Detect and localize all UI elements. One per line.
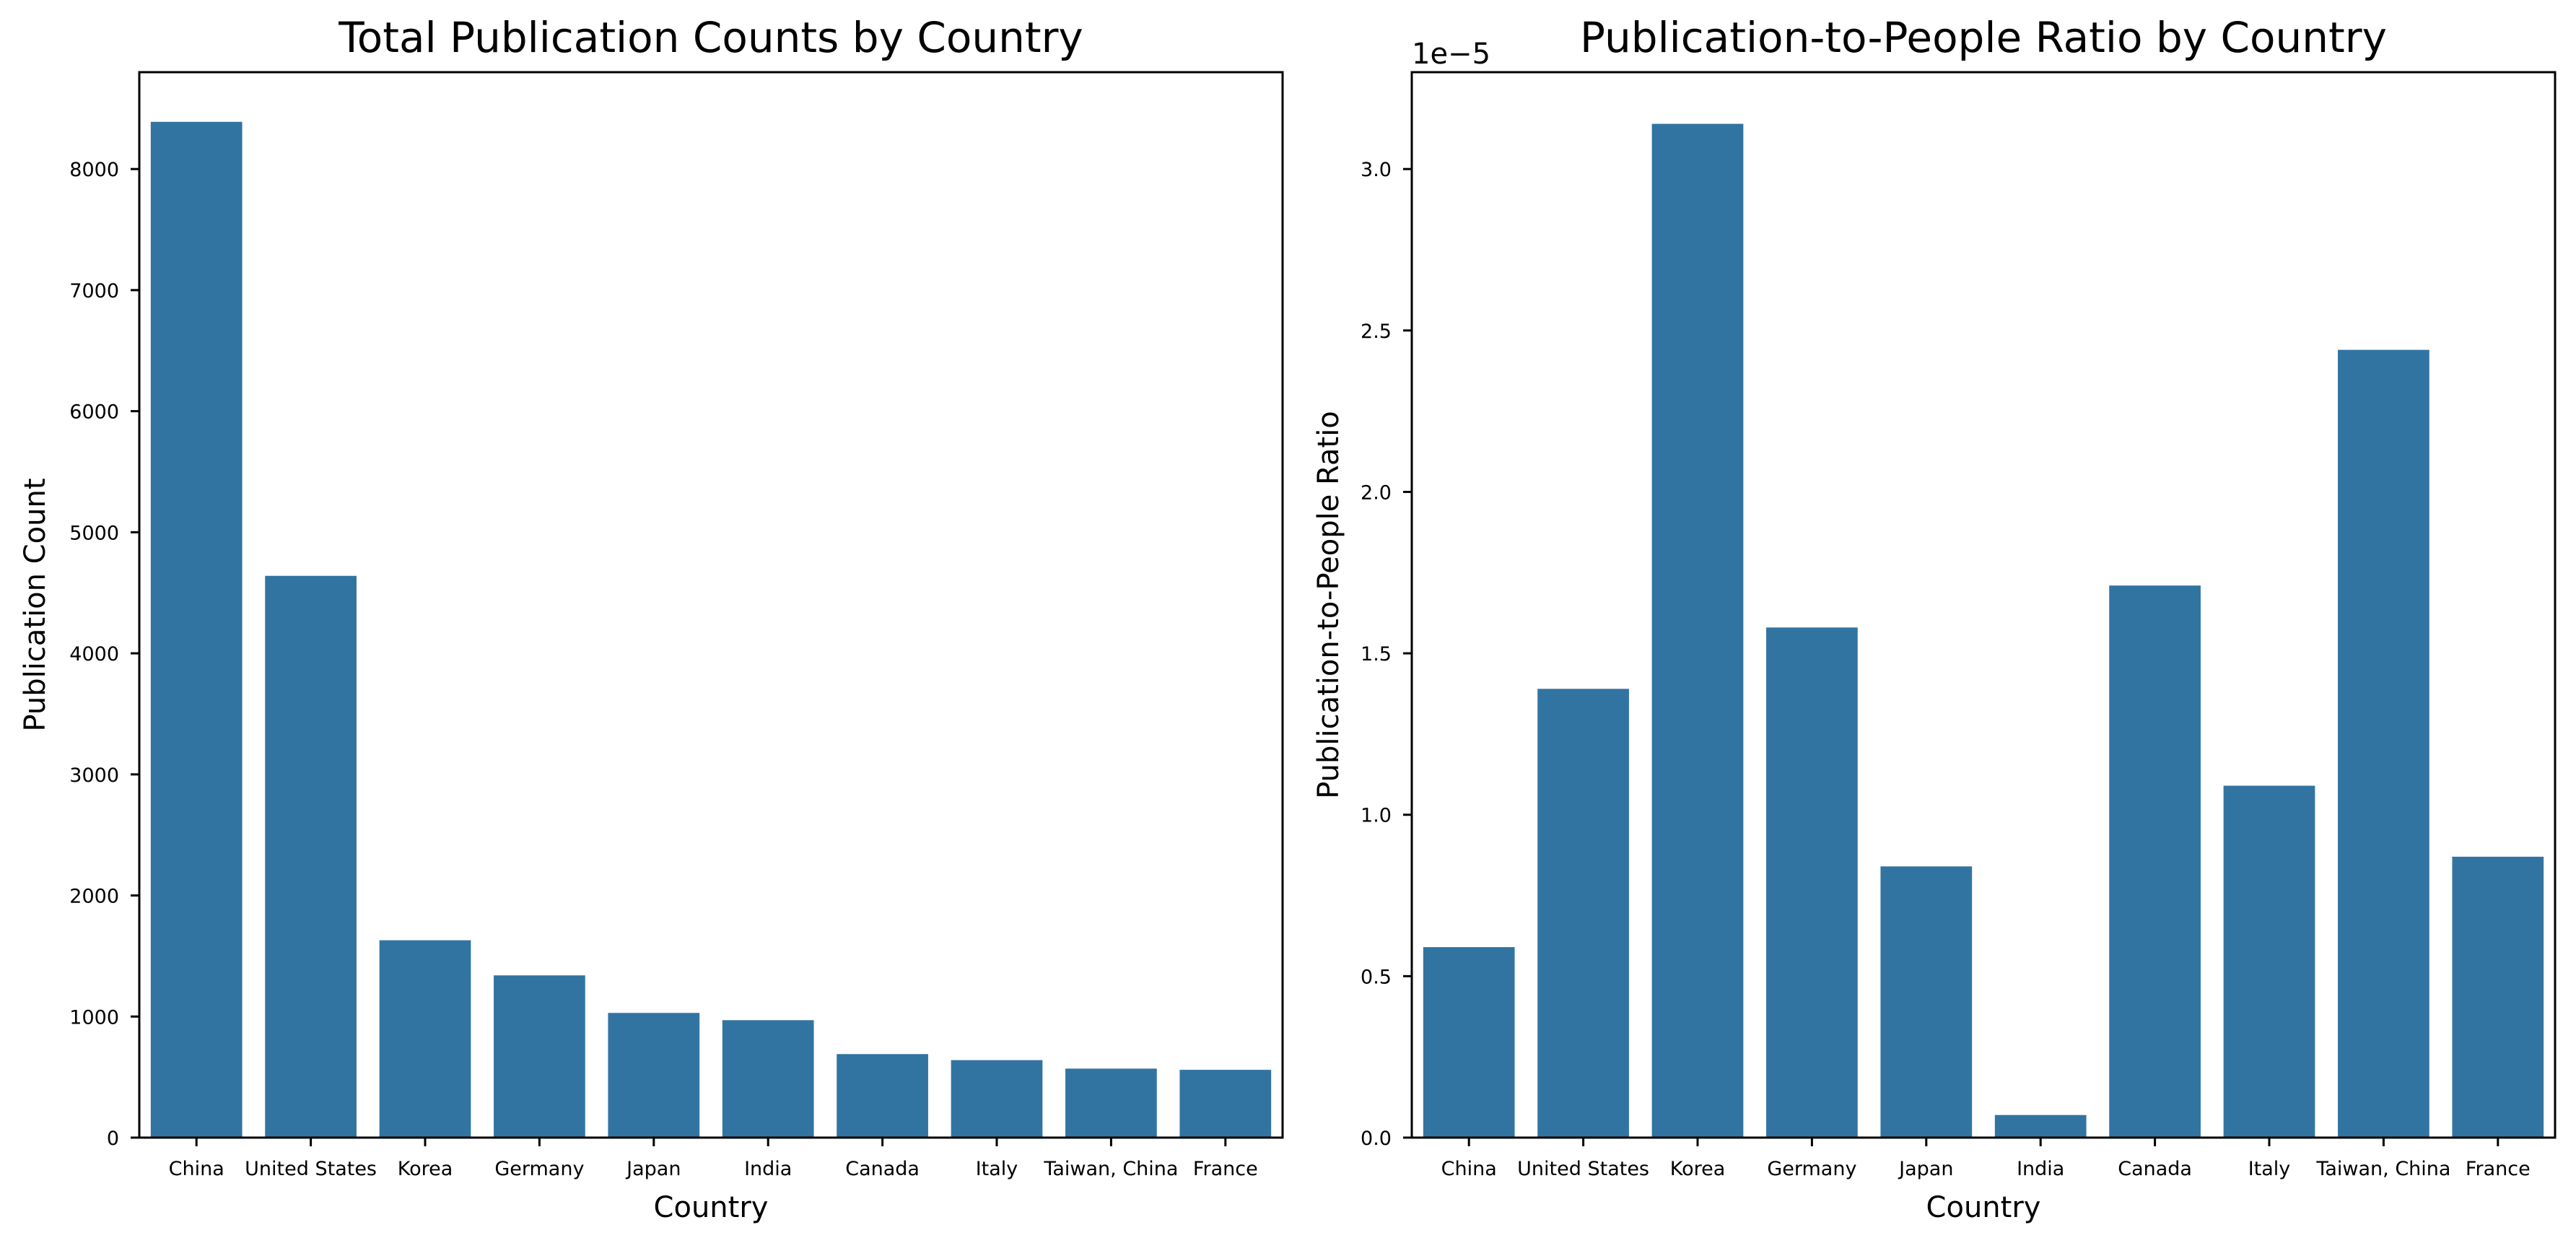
bar-0-4	[608, 1013, 700, 1138]
bar-1-5	[1994, 1115, 2087, 1138]
bar-1-3	[1766, 627, 1858, 1138]
bar-1-6	[2109, 585, 2201, 1138]
x-tick-label-0-3: Germany	[494, 1158, 584, 1180]
x-tick-label-0-9: France	[1193, 1158, 1258, 1180]
x-tick-label-1-2: Korea	[1670, 1158, 1726, 1180]
y-tick-label-0-3: 3000	[69, 764, 119, 787]
x-axis-label-1: Country	[1926, 1191, 2041, 1224]
bar-0-5	[722, 1020, 814, 1138]
bar-1-8	[2338, 349, 2429, 1138]
y-axis-label-0: Publication Count	[19, 478, 52, 731]
y-tick-label-0-6: 6000	[69, 401, 119, 424]
y-tick-label-1-0: 0.0	[1361, 1128, 1392, 1150]
x-tick-label-0-2: Korea	[398, 1158, 453, 1180]
y-tick-label-1-1: 0.5	[1361, 966, 1392, 988]
bar-1-7	[2223, 785, 2315, 1138]
y-tick-label-1-5: 2.5	[1361, 320, 1392, 343]
bar-1-1	[1537, 689, 1629, 1138]
bar-1-9	[2452, 856, 2544, 1138]
y-tick-label-1-3: 1.5	[1361, 643, 1392, 666]
bar-0-0	[150, 121, 243, 1138]
x-tick-label-1-1: United States	[1517, 1158, 1649, 1180]
bar-0-1	[265, 575, 357, 1138]
x-tick-label-0-1: United States	[245, 1158, 377, 1180]
chart-title-1: Publication-to-People Ratio by Country	[1580, 13, 2387, 62]
bar-1-2	[1651, 123, 1744, 1138]
y-tick-label-1-6: 3.0	[1361, 159, 1392, 181]
bar-0-8	[1065, 1068, 1157, 1138]
y-tick-label-0-8: 8000	[69, 159, 119, 181]
y-tick-label-1-2: 1.0	[1361, 805, 1392, 827]
bar-0-3	[494, 975, 585, 1138]
y-tick-label-0-5: 5000	[69, 522, 119, 544]
x-tick-label-1-3: Germany	[1767, 1158, 1856, 1180]
bar-0-2	[379, 940, 471, 1138]
x-tick-label-0-4: Japan	[625, 1158, 681, 1180]
x-tick-label-1-0: China	[1441, 1158, 1497, 1180]
x-tick-label-0-0: China	[169, 1158, 224, 1180]
y-tick-label-0-7: 7000	[69, 280, 119, 302]
x-tick-label-1-8: Taiwan, China	[2315, 1158, 2450, 1180]
bar-0-7	[951, 1060, 1043, 1138]
y-tick-label-1-4: 2.0	[1361, 481, 1392, 504]
y-tick-label-0-1: 1000	[69, 1006, 119, 1029]
x-tick-label-1-9: France	[2466, 1158, 2531, 1180]
bar-1-0	[1423, 947, 1515, 1138]
axes-frame-0	[138, 71, 1284, 1139]
x-tick-label-1-4: Japan	[1898, 1158, 1953, 1180]
bar-0-9	[1179, 1070, 1272, 1138]
x-axis-label-0: Country	[654, 1191, 769, 1224]
y-axis-label-1: Publication-to-People Ratio	[1312, 411, 1345, 799]
x-tick-label-1-6: Canada	[2118, 1158, 2192, 1180]
y-tick-label-0-0: 0	[107, 1128, 119, 1150]
axes-frame-1	[1410, 71, 2557, 1139]
x-tick-label-1-5: India	[2017, 1158, 2064, 1180]
x-tick-label-0-6: Canada	[845, 1158, 920, 1180]
x-tick-label-0-7: Italy	[976, 1158, 1018, 1180]
bar-0-6	[837, 1054, 928, 1138]
x-tick-label-0-5: India	[744, 1158, 792, 1180]
bar-1-4	[1880, 866, 1973, 1138]
y-offset-label-1: 1e−5	[1412, 38, 1490, 71]
chart-title-0: Total Publication Counts by Country	[338, 13, 1083, 62]
x-tick-label-0-8: Taiwan, China	[1043, 1158, 1178, 1180]
x-tick-label-1-7: Italy	[2248, 1158, 2291, 1180]
y-tick-label-0-4: 4000	[69, 643, 119, 666]
y-tick-label-0-2: 2000	[69, 886, 119, 908]
